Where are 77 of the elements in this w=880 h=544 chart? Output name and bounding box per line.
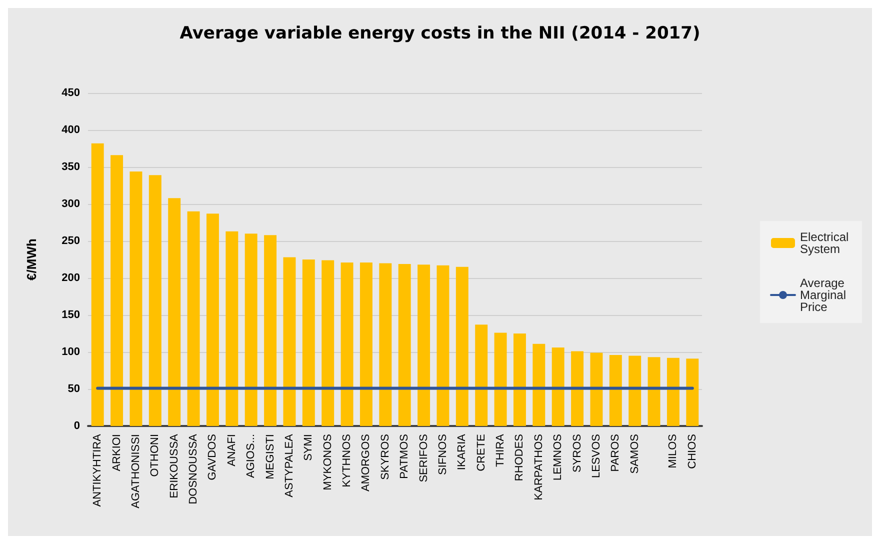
bar — [226, 231, 238, 426]
x-tick-label: OTHONI — [149, 434, 162, 477]
bar — [322, 260, 334, 426]
bar — [648, 357, 660, 426]
x-tick-label: ARKIOI — [110, 434, 123, 472]
bar — [187, 211, 200, 426]
bar — [168, 198, 181, 426]
x-tick-label: RHODES — [514, 434, 526, 482]
bar — [571, 351, 584, 426]
x-tick-label: KARPATHOS — [532, 434, 545, 500]
x-tick-label: ANAFI — [226, 434, 238, 466]
y-tick-label: 300 — [62, 198, 80, 210]
x-tick-label: AMORGOS — [360, 434, 372, 492]
y-tick-label: 100 — [62, 346, 80, 358]
x-tick-label: GAVDOS — [206, 434, 219, 480]
bar — [91, 143, 104, 426]
bar — [686, 358, 699, 426]
bar — [494, 332, 507, 426]
y-tick-label: 450 — [62, 87, 80, 99]
x-tick-label: SKYROS — [379, 434, 392, 480]
x-tick-label: ERIKOUSSA — [168, 433, 180, 498]
x-tick-label: SERIFOS — [418, 434, 430, 482]
x-tick-label: PATMOS — [398, 434, 411, 479]
bar — [379, 263, 392, 426]
legend-label: Electrical System — [800, 230, 852, 256]
bar — [264, 235, 277, 426]
x-tick-label: AGATHONISSI — [130, 434, 142, 508]
bar — [609, 354, 622, 426]
bar — [244, 234, 258, 426]
bar — [130, 171, 142, 426]
bar — [302, 260, 315, 426]
y-tick-label: 250 — [62, 235, 80, 247]
bar — [513, 334, 526, 426]
x-tick-label: LEMNOS — [552, 434, 564, 480]
x-tick-label: MILOS — [667, 434, 680, 468]
bar — [475, 324, 488, 426]
bar — [666, 358, 680, 426]
x-tick-label: SYMI — [302, 434, 315, 461]
bar — [456, 266, 468, 426]
bar — [628, 356, 642, 426]
x-tick-label: SIFNOS — [436, 434, 449, 475]
y-tick-label: 0 — [74, 420, 80, 432]
bar — [532, 344, 546, 426]
y-tick-label: 200 — [62, 272, 80, 284]
x-tick-label: MYKONOS — [322, 434, 334, 490]
x-tick-label: ASTYPALEA — [283, 433, 296, 498]
chart-title: Average variable energy costs in the NII (2014 - 2017) — [180, 24, 700, 44]
x-tick-label: SYROS — [571, 434, 584, 473]
x-tick-label: THIRA — [494, 433, 507, 467]
bar — [552, 348, 564, 426]
y-tick-label: 150 — [62, 309, 80, 321]
bar — [360, 262, 372, 426]
x-tick-label: SAMOS — [628, 434, 641, 474]
bar — [436, 265, 450, 426]
x-tick-label: DOSNOUSSA — [188, 433, 200, 504]
bar — [398, 264, 411, 426]
x-tick-label: KYTHNOS — [341, 434, 354, 488]
x-tick-label: AGIOS... — [245, 434, 258, 478]
bar — [283, 257, 296, 426]
y-tick-label: 50 — [68, 383, 80, 395]
bar — [110, 155, 124, 426]
x-tick-label: IKARIA — [456, 433, 468, 470]
bar — [418, 264, 430, 426]
x-tick-label: PAROS — [610, 434, 622, 472]
bar — [148, 175, 162, 426]
bar — [206, 214, 219, 426]
bar — [590, 352, 603, 426]
x-tick-label: ANTIKYHTIRA — [92, 433, 104, 507]
y-axis-title: €/MWh — [24, 238, 39, 280]
legend-label: Average Marginal Price — [800, 276, 850, 314]
x-tick-label: MEGISTI — [264, 434, 276, 480]
x-tick-label: CRETE — [475, 434, 488, 472]
y-tick-label: 400 — [62, 124, 80, 136]
y-tick-label: 350 — [62, 161, 80, 173]
x-tick-label: LESVOS — [590, 434, 602, 478]
x-tick-label: CHIOS — [686, 434, 698, 469]
bar — [340, 262, 354, 426]
